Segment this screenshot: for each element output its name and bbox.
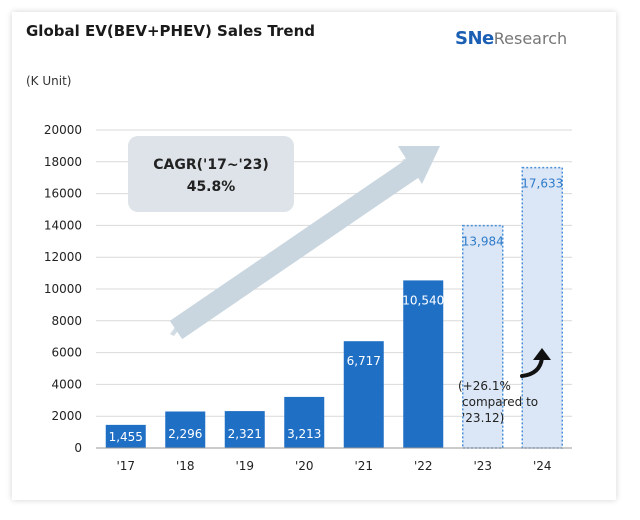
note-line-3: '23.12) <box>462 411 504 425</box>
x-tick-label: '21 <box>354 459 373 473</box>
growth-arrow-shaft <box>169 156 423 340</box>
data-label: 2,296 <box>168 427 202 441</box>
logo-sne-text: SNe <box>455 28 494 49</box>
data-label: 6,717 <box>347 354 381 368</box>
y-tick-label: 2000 <box>51 409 82 423</box>
x-tick-label: '24 <box>533 459 552 473</box>
axes: 0 2000 4000 6000 8000 10000 12000 14000 16000 180… <box>44 123 572 473</box>
bar <box>165 411 206 448</box>
y-tick-label: 18000 <box>44 155 82 169</box>
data-label: 17,633 <box>521 177 563 191</box>
x-tick-label: '17 <box>116 459 135 473</box>
x-tick-label: '20 <box>295 459 314 473</box>
y-tick-label: 10000 <box>44 282 82 296</box>
bar <box>105 424 146 448</box>
y-tick-label: 14000 <box>44 218 82 232</box>
bar <box>343 341 384 448</box>
y-tick-label: 0 <box>74 441 82 455</box>
cagr-value: 45.8% <box>187 179 236 195</box>
sne-research-logo: SNe Research <box>455 28 567 49</box>
chart-title: Global EV(BEV+PHEV) Sales Trend <box>26 22 315 40</box>
x-tick-label: '23 <box>473 459 492 473</box>
y-tick-label: 20000 <box>44 123 82 137</box>
note-line-2: compared to <box>462 395 538 409</box>
y-tick-label: 8000 <box>51 314 82 328</box>
cagr-box <box>128 136 294 212</box>
x-tick-label: '19 <box>235 459 254 473</box>
growth-arrow <box>169 146 440 340</box>
note-line-1: (+26.1% <box>458 379 511 393</box>
data-label: 1,455 <box>109 430 143 444</box>
y-tick-label: 12000 <box>44 250 82 264</box>
x-tick-label: '22 <box>414 459 433 473</box>
curved-up-arrow-icon <box>520 356 544 378</box>
logo-research-text: Research <box>493 29 568 48</box>
data-label: 10,540 <box>402 293 444 307</box>
data-label: 13,984 <box>462 235 504 249</box>
x-tick-label: '18 <box>176 459 195 473</box>
bar <box>224 411 265 448</box>
cagr-callout: CAGR('17~'23) 45.8% <box>128 136 294 212</box>
curved-up-arrow-head <box>533 348 551 360</box>
bars: 1,455 2,296 2,321 3,213 6,717 10,540 13,984 17,… <box>105 166 563 449</box>
y-tick-label: 6000 <box>51 346 82 360</box>
forecast-note: (+26.1% compared to '23.12) <box>458 348 551 425</box>
y-tick-label: 4000 <box>51 377 82 391</box>
data-label: 2,321 <box>228 427 262 441</box>
growth-arrow-head <box>398 146 440 184</box>
bar-forecast <box>462 224 504 449</box>
cagr-label: CAGR('17~'23) <box>153 157 268 173</box>
bar-forecast <box>521 166 563 449</box>
data-label: 3,213 <box>287 427 321 441</box>
unit-label: (K Unit) <box>26 74 72 88</box>
bar <box>403 280 444 448</box>
bar <box>284 396 325 448</box>
y-tick-label: 16000 <box>44 187 82 201</box>
